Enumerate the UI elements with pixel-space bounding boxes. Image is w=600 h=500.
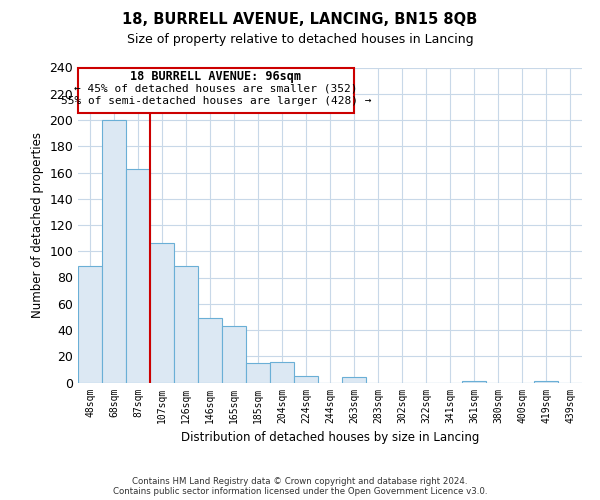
Bar (198, 318, 222, 382)
Bar (294, 376, 318, 382)
Bar (462, 381, 486, 382)
Text: 18, BURRELL AVENUE, LANCING, BN15 8QB: 18, BURRELL AVENUE, LANCING, BN15 8QB (122, 12, 478, 28)
Bar (78, 266, 102, 382)
Bar (102, 120, 126, 382)
Bar (222, 326, 246, 382)
Text: Contains public sector information licensed under the Open Government Licence v3: Contains public sector information licen… (113, 487, 487, 496)
Bar (150, 244, 174, 382)
Text: Contains HM Land Registry data © Crown copyright and database right 2024.: Contains HM Land Registry data © Crown c… (132, 477, 468, 486)
Bar (270, 362, 294, 382)
FancyBboxPatch shape (78, 68, 354, 114)
Text: Size of property relative to detached houses in Lancing: Size of property relative to detached ho… (127, 32, 473, 46)
Bar (126, 168, 150, 382)
Bar (534, 381, 558, 382)
Bar (246, 363, 270, 382)
Bar (174, 266, 198, 382)
X-axis label: Distribution of detached houses by size in Lancing: Distribution of detached houses by size … (181, 431, 479, 444)
Text: ← 45% of detached houses are smaller (352): ← 45% of detached houses are smaller (35… (74, 83, 358, 93)
Bar (342, 377, 366, 382)
Text: 55% of semi-detached houses are larger (428) →: 55% of semi-detached houses are larger (… (61, 96, 371, 106)
Y-axis label: Number of detached properties: Number of detached properties (31, 132, 44, 318)
Text: 18 BURRELL AVENUE: 96sqm: 18 BURRELL AVENUE: 96sqm (131, 70, 302, 83)
